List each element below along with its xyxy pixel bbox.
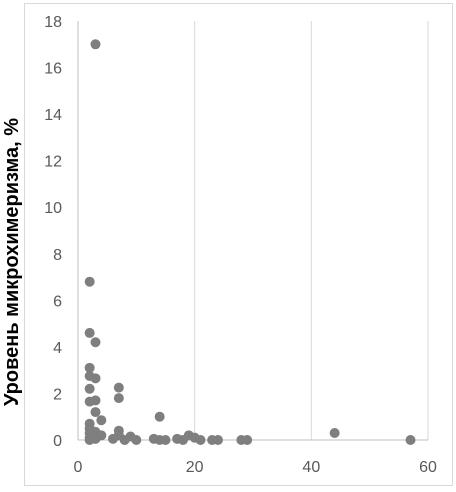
data-point [405, 435, 416, 445]
data-point [84, 327, 95, 338]
y-tick-label: 18 [44, 14, 62, 31]
data-point [195, 435, 206, 445]
data-point [84, 362, 95, 373]
data-point [90, 407, 101, 418]
data-point [84, 435, 95, 445]
y-tick-label: 12 [44, 154, 62, 171]
data-point [84, 276, 95, 287]
x-tick-label: 20 [186, 459, 204, 476]
y-tick-label: 4 [53, 340, 62, 357]
chart-frame [24, 3, 453, 486]
y-tick-label: 6 [53, 293, 62, 310]
x-tick-labels: 0 20 40 60 [74, 459, 437, 476]
data-point [90, 337, 101, 348]
x-tick-label: 0 [74, 459, 83, 476]
data-point [90, 373, 101, 384]
y-tick-label: 2 [53, 386, 62, 403]
data-point [113, 382, 124, 393]
data-point [154, 411, 165, 422]
data-point [131, 435, 142, 445]
y-tick-label: 10 [44, 200, 62, 217]
data-point [108, 433, 118, 444]
y-tick-labels: 0 2 4 6 8 10 12 14 16 18 [44, 14, 62, 450]
x-tick-label: 60 [419, 459, 437, 476]
data-point [213, 435, 223, 445]
x-tick-label: 40 [302, 459, 320, 476]
y-tick-label: 14 [44, 107, 62, 124]
y-tick-label: 16 [44, 61, 62, 78]
y-axis-title: Уровень микрохимеризма, % [1, 118, 23, 406]
data-point [113, 393, 124, 404]
y-tick-label: 0 [53, 433, 62, 450]
data-point [84, 383, 95, 394]
data-point [90, 395, 101, 406]
data-point [96, 415, 107, 426]
grid-lines [194, 21, 429, 440]
data-point [242, 435, 253, 445]
data-point [329, 428, 340, 439]
axes [77, 21, 428, 441]
data-point [90, 39, 101, 50]
data-points [84, 39, 416, 445]
y-tick-label: 8 [53, 247, 62, 264]
data-point [160, 435, 171, 445]
